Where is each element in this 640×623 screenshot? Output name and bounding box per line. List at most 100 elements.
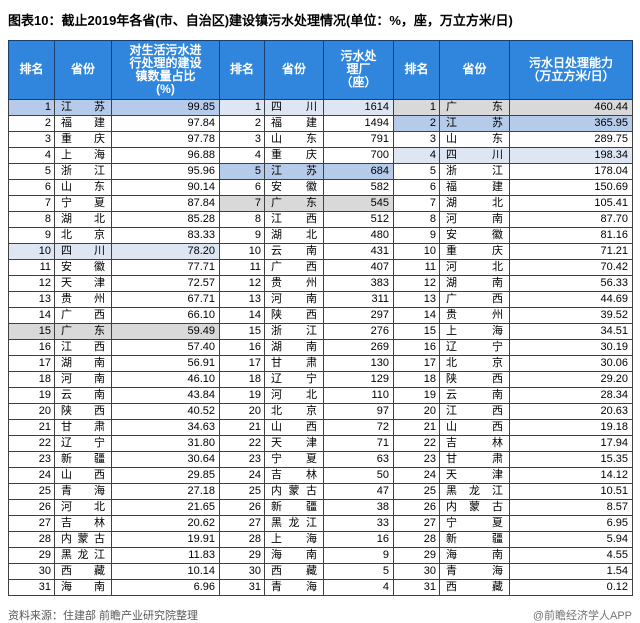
value-cell: 31.80 xyxy=(111,434,220,452)
value-cell: 90.14 xyxy=(111,178,220,196)
province-cell: 贵州 xyxy=(264,274,324,292)
value-cell: 4 xyxy=(323,578,394,596)
table-row: 7 宁夏 87.84 7 广东 545 7 湖北 105.41 xyxy=(8,194,633,212)
rank-cell: 16 xyxy=(219,338,265,356)
rank-cell: 31 xyxy=(219,578,265,596)
value-cell: 72.57 xyxy=(111,274,220,292)
table-row: 3 重庆 97.78 3 山东 791 3 山东 289.75 xyxy=(8,130,633,148)
value-cell: 0.12 xyxy=(509,578,633,596)
rank-cell: 6 xyxy=(393,178,440,196)
rank-cell: 6 xyxy=(8,178,55,196)
table-row: 25 青海 27.18 25 内蒙古 47 25 黑龙江 10.51 xyxy=(8,482,633,500)
province-cell: 内蒙古 xyxy=(264,482,324,500)
province-cell: 湖北 xyxy=(264,226,324,244)
header-row: 排名 省份 对生活污水进 行处理的建设 镇数量占比 (%) 排名 省份 污水处 … xyxy=(8,40,633,100)
value-cell: 34.63 xyxy=(111,418,220,436)
table-row: 10 四川 78.20 10 云南 431 10 重庆 71.21 xyxy=(8,242,633,260)
province-cell: 河北 xyxy=(439,258,510,276)
rank-cell: 22 xyxy=(8,434,55,452)
rank-cell: 12 xyxy=(393,274,440,292)
value-cell: 85.28 xyxy=(111,210,220,228)
value-cell: 87.84 xyxy=(111,194,220,212)
rank-cell: 1 xyxy=(8,98,55,116)
table-row: 24 山西 29.85 24 吉林 50 24 天津 14.12 xyxy=(8,466,633,484)
province-cell: 四川 xyxy=(264,98,324,116)
rank-cell: 22 xyxy=(393,434,440,452)
province-cell: 青海 xyxy=(439,562,510,580)
value-cell: 20.63 xyxy=(509,402,633,420)
value-cell: 150.69 xyxy=(509,178,633,196)
value-cell: 684 xyxy=(323,162,394,180)
province-cell: 辽宁 xyxy=(264,370,324,388)
table-row: 18 河南 46.10 18 辽宁 129 18 陕西 29.20 xyxy=(8,370,633,388)
rank-cell: 28 xyxy=(8,530,55,548)
province-cell: 天津 xyxy=(439,466,510,484)
table-header: 排名 省份 对生活污水进 行处理的建设 镇数量占比 (%) 排名 省份 污水处 … xyxy=(8,40,633,100)
table-row: 17 湖南 56.91 17 甘肃 130 17 北京 30.06 xyxy=(8,354,633,372)
rank-cell: 16 xyxy=(8,338,55,356)
table-row: 1 江苏 99.85 1 四川 1614 1 广东 460.44 xyxy=(8,98,633,116)
value-cell: 46.10 xyxy=(111,370,220,388)
value-cell: 8.57 xyxy=(509,498,633,516)
rank-cell: 9 xyxy=(393,226,440,244)
rank-cell: 19 xyxy=(8,386,55,404)
source-note: 资料来源：住建部 前瞻产业研究院整理 xyxy=(8,609,199,622)
table-row: 22 辽宁 31.80 22 天津 71 22 吉林 17.94 xyxy=(8,434,633,452)
province-cell: 海南 xyxy=(439,546,510,564)
value-cell: 99.85 xyxy=(111,98,220,116)
rank-cell: 19 xyxy=(393,386,440,404)
value-cell: 16 xyxy=(323,530,394,548)
rank-cell: 5 xyxy=(393,162,440,180)
rank-cell: 30 xyxy=(8,562,55,580)
rank-cell: 10 xyxy=(8,242,55,260)
rank-cell: 20 xyxy=(393,402,440,420)
province-cell: 内蒙古 xyxy=(54,530,112,548)
rank-cell: 15 xyxy=(8,322,55,340)
rank-cell: 23 xyxy=(219,450,265,468)
table-row: 4 上海 96.88 4 重庆 700 4 四川 198.34 xyxy=(8,146,633,164)
value-cell: 30.64 xyxy=(111,450,220,468)
value-cell: 5.94 xyxy=(509,530,633,548)
rank-cell: 26 xyxy=(8,498,55,516)
province-cell: 江苏 xyxy=(54,98,112,116)
rank-cell: 29 xyxy=(393,546,440,564)
value-cell: 29.20 xyxy=(509,370,633,388)
rank-cell: 7 xyxy=(393,194,440,212)
rank-cell: 30 xyxy=(219,562,265,580)
rank-cell: 26 xyxy=(219,498,265,516)
rank-cell: 29 xyxy=(219,546,265,564)
value-cell: 56.91 xyxy=(111,354,220,372)
province-cell: 天津 xyxy=(264,434,324,452)
value-cell: 72 xyxy=(323,418,394,436)
province-cell: 广西 xyxy=(54,306,112,324)
table-row: 23 新疆 30.64 23 宁夏 63 23 甘肃 15.35 xyxy=(8,450,633,468)
rank-cell: 1 xyxy=(393,98,440,116)
rank-cell: 17 xyxy=(393,354,440,372)
province-cell: 湖南 xyxy=(54,354,112,372)
rank-cell: 12 xyxy=(219,274,265,292)
header-daily-capacity: 污水日处理能力 （万立方米/日） xyxy=(509,40,633,100)
province-cell: 北京 xyxy=(54,226,112,244)
rank-cell: 14 xyxy=(219,306,265,324)
value-cell: 407 xyxy=(323,258,394,276)
rank-cell: 25 xyxy=(8,482,55,500)
table-row: 20 陕西 40.52 20 北京 97 20 江西 20.63 xyxy=(8,402,633,420)
table-row: 12 天津 72.57 12 贵州 383 12 湖南 56.33 xyxy=(8,274,633,292)
value-cell: 582 xyxy=(323,178,394,196)
province-cell: 宁夏 xyxy=(264,450,324,468)
rank-cell: 24 xyxy=(219,466,265,484)
value-cell: 178.04 xyxy=(509,162,633,180)
rank-cell: 23 xyxy=(393,450,440,468)
province-cell: 海南 xyxy=(54,578,112,596)
rank-cell: 6 xyxy=(219,178,265,196)
value-cell: 87.70 xyxy=(509,210,633,228)
value-cell: 545 xyxy=(323,194,394,212)
value-cell: 129 xyxy=(323,370,394,388)
rank-cell: 11 xyxy=(219,258,265,276)
value-cell: 59.49 xyxy=(111,322,220,340)
table-row: 9 北京 83.33 9 湖北 480 9 安徽 81.16 xyxy=(8,226,633,244)
rank-cell: 8 xyxy=(8,210,55,228)
province-cell: 青海 xyxy=(264,578,324,596)
value-cell: 47 xyxy=(323,482,394,500)
value-cell: 33 xyxy=(323,514,394,532)
